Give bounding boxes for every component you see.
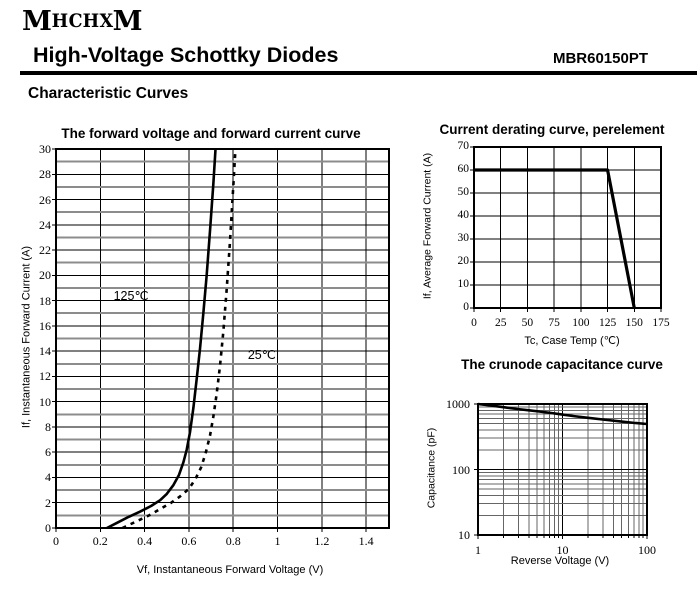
x-tick-label: 50	[521, 317, 534, 329]
y-tick-label: 20	[39, 268, 51, 283]
y-tick-label: 14	[39, 344, 51, 359]
x-tick-label: 125	[598, 317, 617, 329]
part-number: MBR60150PT	[552, 50, 648, 67]
y-tick-label: 12	[39, 369, 51, 384]
y-tick-label: 30	[457, 232, 470, 244]
y-tick-label: 6	[45, 445, 51, 460]
y-axis-label: If, Instantaneous Forward Current (A)	[20, 245, 33, 429]
x-tick-label: 150	[625, 317, 643, 329]
logo-letter: H	[82, 9, 100, 32]
logo-letter: H	[51, 9, 69, 32]
x-tick-label: 175	[652, 317, 670, 329]
y-tick-label: 10	[457, 278, 470, 290]
chart-title: The crunode capacitance curve	[461, 357, 663, 372]
y-tick-label: 100	[452, 462, 470, 477]
x-tick-label: 1.2	[314, 534, 330, 548]
x-tick-label: 1	[475, 543, 481, 557]
y-tick-label: 10	[39, 394, 51, 409]
x-tick-label: 0	[471, 317, 477, 329]
x-tick-label: 1.4	[358, 534, 374, 548]
x-tick-label: 75	[548, 317, 560, 329]
x-axis-label: Vf, Instantaneous Forward Voltage (V)	[136, 564, 324, 576]
curve-label: 125℃	[113, 288, 149, 303]
brand-logo: M H C H X M	[22, 5, 143, 37]
logo-letter: M	[22, 5, 52, 37]
x-tick-label: 25	[494, 317, 507, 329]
x-tick-label: 0.2	[92, 534, 108, 548]
x-tick-label: 0.4	[137, 534, 153, 548]
y-tick-label: 10	[458, 528, 470, 542]
y-axis-label: Capacitance (pF)	[425, 427, 438, 509]
logo-letter: X	[99, 9, 113, 32]
y-tick-label: 8	[45, 419, 51, 434]
y-tick-label: 16	[39, 318, 51, 333]
y-tick-label: 2	[45, 495, 51, 510]
x-tick-label: 0	[53, 534, 59, 548]
y-tick-label: 24	[39, 217, 51, 232]
section-title: Characteristic Curves	[28, 85, 189, 102]
page-title: High-Voltage Schottky Diodes	[33, 43, 339, 67]
y-tick-label: 18	[39, 293, 51, 308]
y-tick-label: 30	[39, 142, 51, 156]
y-tick-label: 26	[39, 192, 51, 207]
y-tick-label: 0	[463, 301, 469, 313]
x-tick-label: 1	[274, 534, 281, 548]
x-tick-label: 100	[638, 543, 656, 557]
x-tick-label: 0.6	[181, 534, 197, 548]
y-axis-label: If, Average Forward Current (A)	[421, 152, 434, 300]
y-tick-label: 28	[39, 167, 51, 182]
series-derating	[474, 168, 636, 309]
x-axis-label: Reverse Voltage (V)	[510, 555, 610, 567]
y-tick-label: 4	[45, 470, 51, 485]
y-tick-label: 20	[457, 255, 470, 267]
chart-title: The forward voltage and forward current …	[61, 126, 361, 141]
y-tick-label: 1000	[446, 397, 470, 411]
x-tick-label: 10	[556, 543, 569, 557]
x-tick-label: 100	[572, 317, 590, 329]
capacitance-plot	[474, 402, 648, 539]
x-axis-label: Tc, Case Temp (℃)	[524, 335, 620, 347]
y-tick-label: 0	[45, 521, 51, 535]
forward-voltage-plot	[52, 148, 390, 532]
header-divider	[20, 71, 697, 75]
y-tick-label: 22	[39, 243, 51, 258]
curve-label: 25℃	[247, 347, 276, 362]
logo-letter: M	[112, 5, 143, 37]
y-tick-label: 60	[457, 163, 470, 175]
y-tick-label: 70	[457, 140, 470, 152]
series-25℃	[121, 148, 237, 530]
logo-letter: C	[68, 9, 82, 32]
y-tick-label: 50	[457, 186, 470, 198]
chart-title: Current derating curve, perelement	[439, 122, 665, 137]
series-125℃	[106, 148, 217, 530]
current-derating-plot	[470, 146, 662, 312]
x-tick-label: 0.8	[225, 534, 241, 548]
series-capacitance	[477, 402, 648, 426]
y-tick-label: 40	[457, 209, 470, 221]
